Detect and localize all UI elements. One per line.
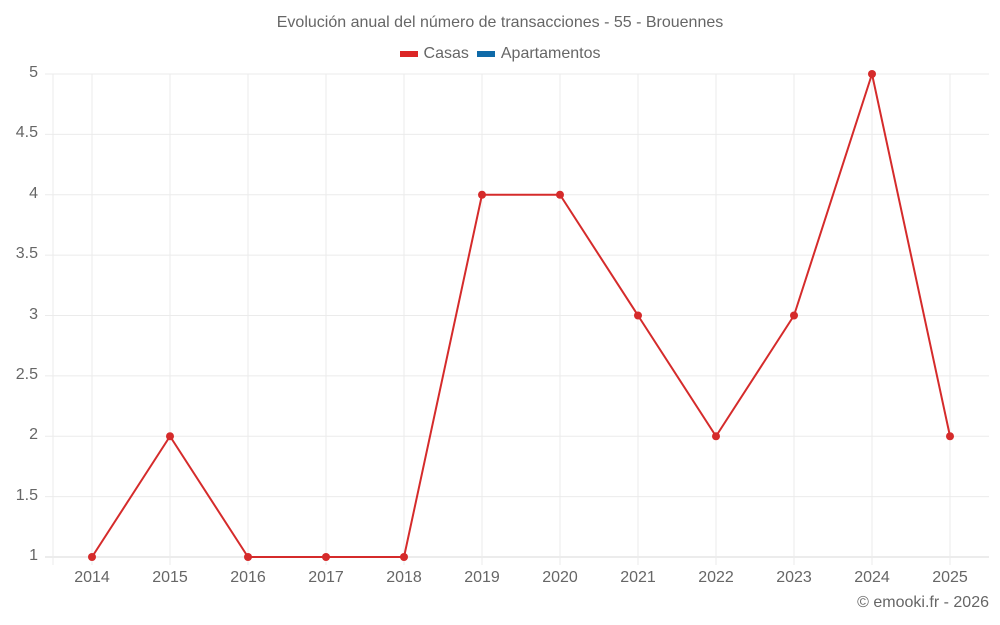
x-tick-label: 2020 — [542, 569, 578, 586]
data-point-marker[interactable] — [634, 311, 642, 320]
series-line — [91, 73, 951, 558]
x-tick-label: 2018 — [386, 569, 422, 586]
x-tick-label: 2015 — [152, 569, 188, 586]
y-tick-label: 2.5 — [15, 365, 38, 383]
data-point-marker[interactable] — [790, 311, 798, 320]
data-point-marker[interactable] — [166, 432, 174, 441]
legend-swatch-apartamentos — [476, 51, 495, 57]
credits[interactable]: © emooki.fr - 2026 — [857, 594, 989, 611]
data-point-marker[interactable] — [322, 553, 330, 561]
chart-title: Evolución anual del número de transaccio… — [276, 14, 724, 31]
data-point-marker[interactable] — [868, 70, 876, 78]
x-tick-label: 2016 — [230, 569, 266, 586]
legend-item-casas[interactable]: Casas — [399, 45, 469, 63]
x-tick-label: 2024 — [854, 569, 890, 586]
legend-label-casas: Casas — [423, 45, 469, 62]
y-tick-label: 3.5 — [15, 245, 38, 263]
data-point-marker[interactable] — [556, 190, 564, 199]
legend-label-apartamentos: Apartamentos — [500, 45, 601, 62]
x-tick-label: 2023 — [776, 569, 812, 586]
data-point-marker[interactable] — [244, 553, 252, 561]
y-tick-label: 5 — [29, 64, 38, 81]
y-tick-label: 3 — [29, 305, 38, 323]
x-tick-label: 2025 — [932, 569, 968, 586]
legend: Casas Apartamentos — [0, 45, 1000, 63]
y-tick-label: 4 — [29, 184, 38, 202]
legend-item-apartamentos[interactable]: Apartamentos — [476, 45, 601, 63]
series-casas — [88, 70, 954, 561]
data-point-marker[interactable] — [712, 432, 720, 441]
y-tick-label: 1.5 — [15, 486, 38, 504]
x-tick-label: 2017 — [308, 569, 344, 586]
data-point-marker[interactable] — [478, 190, 486, 199]
x-tick-label: 2021 — [620, 569, 656, 586]
grid-lines — [45, 73, 989, 565]
y-tick-label: 4.5 — [15, 124, 38, 142]
data-point-marker[interactable] — [400, 553, 408, 561]
x-tick-label: 2019 — [464, 569, 500, 586]
legend-swatch-casas — [399, 51, 418, 57]
x-tick-label: 2022 — [698, 569, 734, 586]
data-point-marker[interactable] — [88, 553, 96, 561]
y-tick-label: 2 — [29, 426, 38, 444]
x-tick-label: 2014 — [74, 569, 110, 586]
y-tick-label: 1 — [29, 547, 38, 564]
data-point-marker[interactable] — [946, 432, 954, 441]
